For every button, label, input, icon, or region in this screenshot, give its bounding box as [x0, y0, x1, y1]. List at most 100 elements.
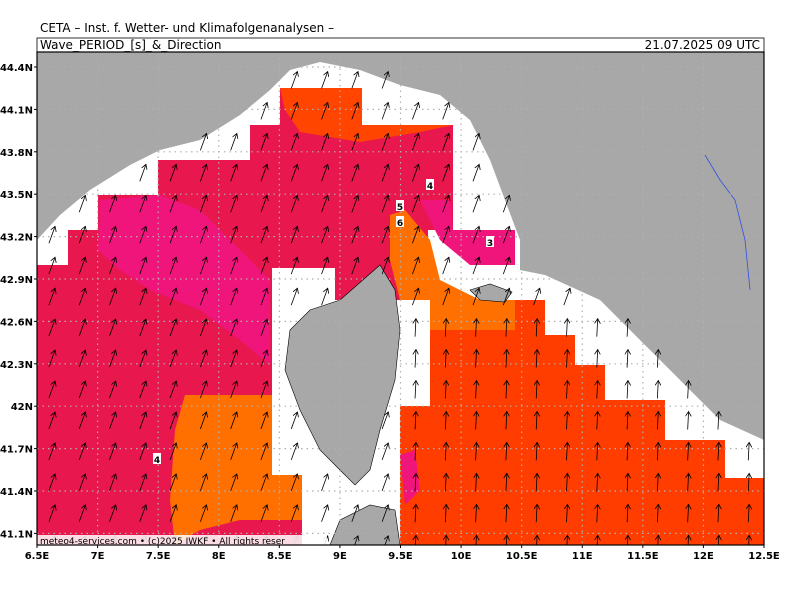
- arrow: [536, 473, 537, 492]
- arrow: [230, 226, 237, 244]
- contour-label: 4: [427, 182, 433, 192]
- arrow: [657, 504, 658, 523]
- arrow: [502, 257, 509, 275]
- arrow: [597, 442, 598, 461]
- arrow: [381, 195, 388, 213]
- arrow: [382, 536, 388, 545]
- arrow: [321, 288, 328, 306]
- arrow: [230, 412, 237, 430]
- arrow: [321, 72, 328, 89]
- arrow: [597, 381, 598, 399]
- arrow: [567, 442, 568, 461]
- arrow: [567, 350, 568, 368]
- arrow: [78, 195, 85, 213]
- arrow: [502, 288, 509, 306]
- arrow: [321, 164, 328, 182]
- arrow: [48, 226, 55, 244]
- lon-label: 12.5E: [748, 551, 780, 562]
- lon-label: 12E: [693, 551, 714, 562]
- arrow: [688, 504, 689, 523]
- arrow: [199, 133, 206, 151]
- lon-label: 10E: [451, 551, 472, 562]
- arrow: [48, 474, 55, 491]
- arrow: [381, 164, 388, 182]
- arrow: [688, 473, 689, 492]
- arrow: [48, 381, 55, 399]
- arrow: [199, 412, 206, 430]
- contour-label: 6: [397, 219, 403, 229]
- lon-label: 9.5E: [388, 551, 413, 562]
- arrow: [442, 288, 449, 306]
- arrow: [109, 443, 115, 461]
- lat-label: 42N: [11, 402, 33, 413]
- lon-label: 7.5E: [146, 551, 171, 562]
- arrow: [627, 381, 628, 399]
- arrow: [290, 474, 297, 491]
- arrow: [415, 535, 416, 545]
- arrow: [230, 257, 237, 275]
- arrow: [48, 412, 55, 430]
- arrow: [445, 319, 446, 337]
- contour-label-bg: [486, 236, 494, 247]
- period-zone: [98, 195, 270, 365]
- arrow: [139, 443, 146, 461]
- arrow: [536, 381, 537, 399]
- lon-label: 6.5E: [25, 551, 50, 562]
- arrow: [627, 535, 628, 545]
- arrow: [445, 350, 446, 368]
- arrow: [657, 442, 658, 461]
- arrow: [139, 474, 146, 491]
- arrow: [445, 535, 446, 545]
- header-title: CETA – Inst. f. Wetter- und Klimafolgena…: [40, 21, 334, 35]
- lat-label: 43.5N: [0, 190, 33, 201]
- arrow: [351, 505, 358, 522]
- arrow: [230, 288, 237, 306]
- arrow: [563, 288, 570, 306]
- graticule: [37, 52, 764, 545]
- arrow: [415, 411, 416, 430]
- arrow: [536, 350, 537, 368]
- arrow: [321, 474, 328, 491]
- contour-label-bg: [396, 216, 404, 227]
- arrow: [445, 381, 446, 399]
- arrow: [718, 411, 719, 430]
- arrow: [748, 535, 749, 545]
- arrow: [169, 412, 176, 430]
- arrow: [567, 381, 568, 399]
- arrow: [381, 474, 388, 491]
- arrow: [260, 257, 267, 275]
- arrow: [260, 164, 267, 182]
- arrow: [502, 226, 509, 244]
- arrow: [321, 133, 328, 151]
- arrow: [109, 381, 115, 399]
- arrow: [78, 257, 85, 275]
- arrow: [351, 226, 358, 244]
- arrow: [230, 133, 237, 151]
- arrow: [109, 226, 115, 244]
- contour-label-bg: [426, 179, 434, 190]
- arrow: [139, 319, 146, 337]
- arrow: [502, 195, 509, 213]
- arrow: [415, 473, 416, 492]
- arrow: [442, 102, 449, 120]
- arrow: [506, 535, 507, 545]
- arrow: [442, 195, 449, 213]
- arrow: [78, 412, 85, 430]
- arrow: [199, 350, 206, 368]
- lon-label: 8E: [212, 551, 226, 562]
- arrow: [290, 195, 297, 213]
- arrow: [412, 102, 418, 120]
- arrow: [351, 195, 358, 213]
- arrow: [657, 535, 658, 545]
- arrow: [48, 288, 55, 306]
- arrow: [199, 288, 206, 306]
- arrow: [78, 443, 85, 461]
- arrow: [381, 257, 388, 275]
- arrow: [718, 535, 719, 545]
- arrow: [260, 133, 267, 151]
- arrow: [472, 164, 479, 182]
- arrow: [748, 504, 749, 523]
- arrow: [748, 442, 749, 461]
- arrow: [381, 505, 388, 522]
- arrow: [445, 442, 446, 461]
